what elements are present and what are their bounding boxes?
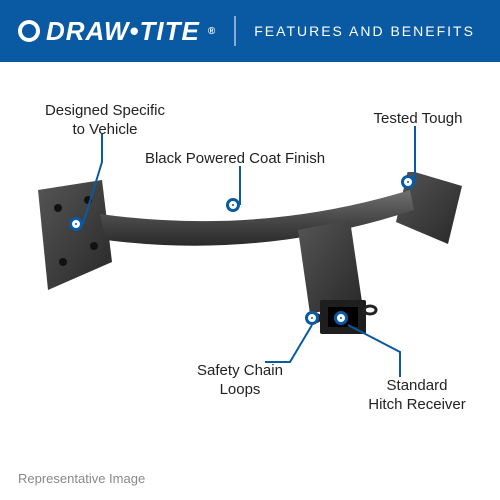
marker-receiver	[334, 311, 348, 325]
header-tagline: FEATURES AND BENEFITS	[254, 23, 475, 39]
marker-safety	[305, 311, 319, 325]
callout-tested: Tested Tough	[358, 110, 478, 129]
diagram-canvas: Representative Image Designed Specificto…	[0, 62, 500, 500]
brand-logo: DRAW•TITE ®	[18, 16, 216, 47]
callout-finish: Black Powered Coat Finish	[130, 150, 340, 169]
callout-receiver: StandardHitch Receiver	[352, 377, 482, 415]
registered-mark: ®	[208, 26, 216, 37]
callout-safety: Safety ChainLoops	[180, 362, 300, 400]
footer-note: Representative Image	[18, 471, 145, 486]
header-divider	[234, 16, 236, 46]
hitch-ball-icon	[18, 20, 40, 42]
brand-text: DRAW•TITE	[46, 16, 200, 47]
callout-designed: Designed Specificto Vehicle	[30, 102, 180, 140]
marker-designed	[69, 217, 83, 231]
marker-tested	[401, 175, 415, 189]
header: DRAW•TITE ® FEATURES AND BENEFITS	[0, 0, 500, 62]
marker-finish	[226, 198, 240, 212]
hitch-product-illustration	[30, 172, 470, 392]
